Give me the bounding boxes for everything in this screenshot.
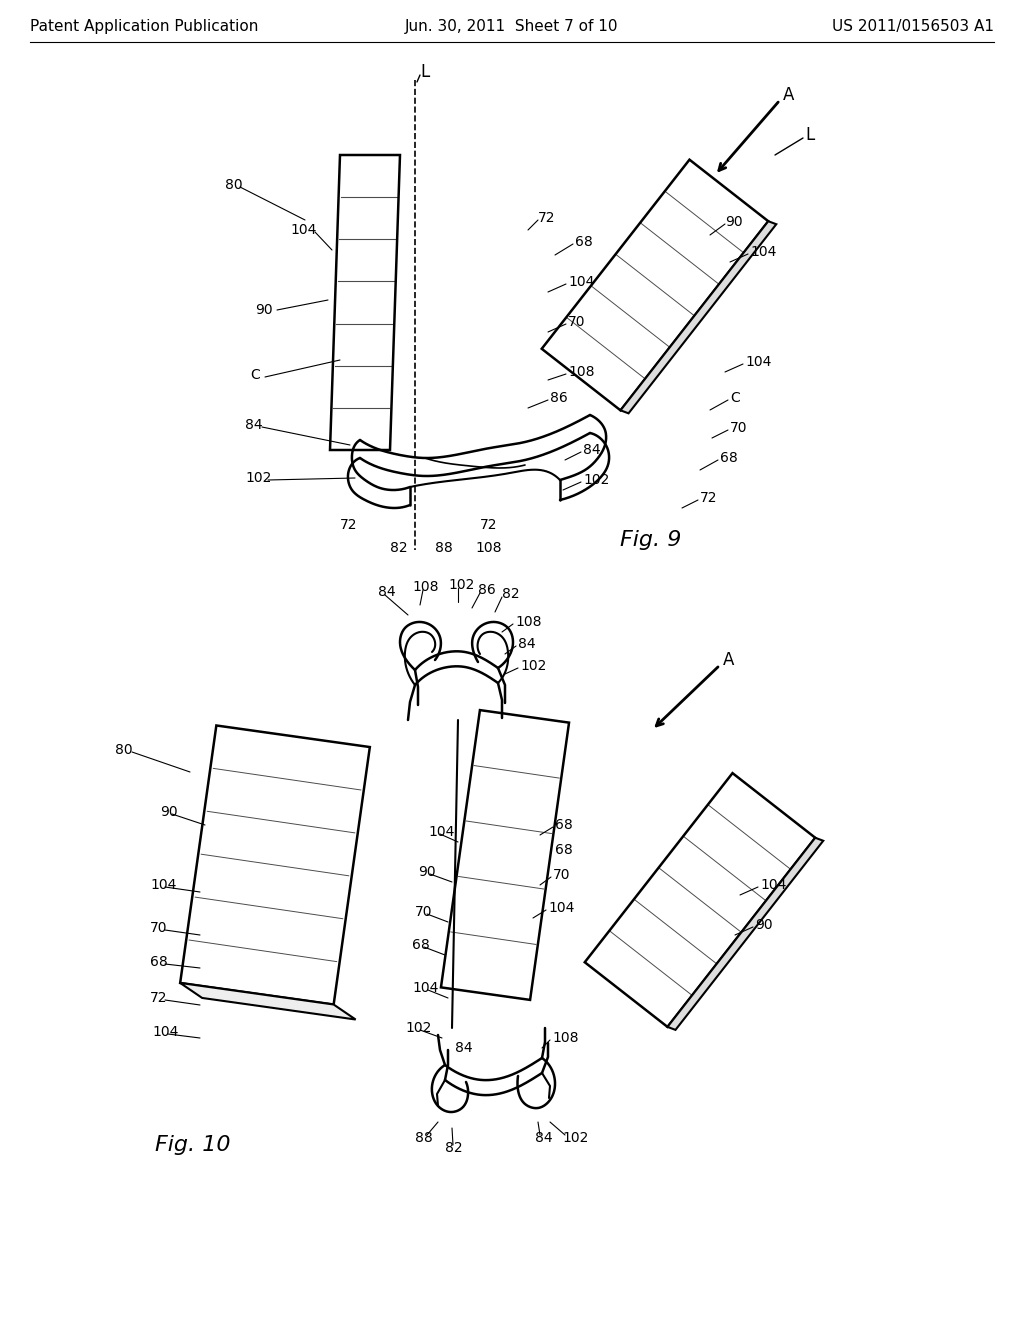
Text: US 2011/0156503 A1: US 2011/0156503 A1 [831, 20, 994, 34]
Text: A: A [783, 86, 795, 104]
Text: 108: 108 [552, 1031, 579, 1045]
Text: 72: 72 [700, 491, 718, 506]
Text: Patent Application Publication: Patent Application Publication [30, 20, 258, 34]
Text: 88: 88 [415, 1131, 433, 1144]
Text: 70: 70 [150, 921, 168, 935]
Text: 86: 86 [478, 583, 496, 597]
Text: 84: 84 [455, 1041, 473, 1055]
Text: 72: 72 [150, 991, 168, 1005]
Text: 84: 84 [378, 585, 395, 599]
Text: Jun. 30, 2011  Sheet 7 of 10: Jun. 30, 2011 Sheet 7 of 10 [406, 20, 618, 34]
Polygon shape [621, 222, 776, 413]
Polygon shape [668, 838, 823, 1030]
Text: C: C [250, 368, 260, 381]
Text: 108: 108 [568, 366, 595, 379]
Text: 72: 72 [480, 517, 498, 532]
Text: 84: 84 [583, 444, 601, 457]
Text: 108: 108 [475, 541, 502, 554]
Text: 72: 72 [538, 211, 555, 224]
Text: 72: 72 [340, 517, 357, 532]
Text: 80: 80 [115, 743, 133, 756]
Text: 82: 82 [502, 587, 519, 601]
Text: 90: 90 [418, 865, 435, 879]
Text: 82: 82 [390, 541, 408, 554]
Text: 104: 104 [428, 825, 455, 840]
Text: 80: 80 [225, 178, 243, 191]
Text: A: A [723, 651, 734, 669]
Text: L: L [805, 125, 814, 144]
Text: 104: 104 [290, 223, 316, 238]
Polygon shape [441, 710, 569, 1001]
Text: 102: 102 [583, 473, 609, 487]
Text: 102: 102 [562, 1131, 589, 1144]
Text: 104: 104 [745, 355, 771, 370]
Text: 104: 104 [152, 1026, 178, 1039]
Text: 84: 84 [535, 1131, 553, 1144]
Text: Fig. 10: Fig. 10 [155, 1135, 230, 1155]
Text: C: C [730, 391, 739, 405]
Text: 104: 104 [412, 981, 438, 995]
Text: 88: 88 [435, 541, 453, 554]
Text: 104: 104 [760, 878, 786, 892]
Text: 90: 90 [160, 805, 177, 818]
Text: 90: 90 [755, 917, 773, 932]
Text: 102: 102 [245, 471, 271, 484]
Text: 108: 108 [515, 615, 542, 630]
Text: 104: 104 [750, 246, 776, 259]
Text: 102: 102 [406, 1020, 431, 1035]
Text: 82: 82 [445, 1140, 463, 1155]
Text: 68: 68 [575, 235, 593, 249]
Text: 104: 104 [548, 902, 574, 915]
Polygon shape [330, 154, 400, 450]
Text: Fig. 9: Fig. 9 [620, 531, 681, 550]
Text: 104: 104 [150, 878, 176, 892]
Text: 84: 84 [518, 638, 536, 651]
Text: 68: 68 [720, 451, 737, 465]
Text: 70: 70 [415, 906, 432, 919]
Text: 68: 68 [555, 843, 572, 857]
Text: 84: 84 [245, 418, 262, 432]
Text: 70: 70 [553, 869, 570, 882]
Text: 90: 90 [725, 215, 742, 228]
Text: 104: 104 [568, 275, 594, 289]
Polygon shape [180, 726, 370, 1005]
Text: 68: 68 [555, 818, 572, 832]
Text: 68: 68 [412, 939, 430, 952]
Text: 70: 70 [568, 315, 586, 329]
Text: L: L [420, 63, 429, 81]
Polygon shape [542, 160, 768, 411]
Polygon shape [180, 983, 355, 1019]
Text: 108: 108 [412, 579, 438, 594]
Text: 102: 102 [449, 578, 474, 591]
Text: 90: 90 [255, 304, 272, 317]
Text: 86: 86 [550, 391, 567, 405]
Text: 102: 102 [520, 659, 547, 673]
Polygon shape [585, 774, 815, 1027]
Text: 68: 68 [150, 954, 168, 969]
Text: 70: 70 [730, 421, 748, 436]
